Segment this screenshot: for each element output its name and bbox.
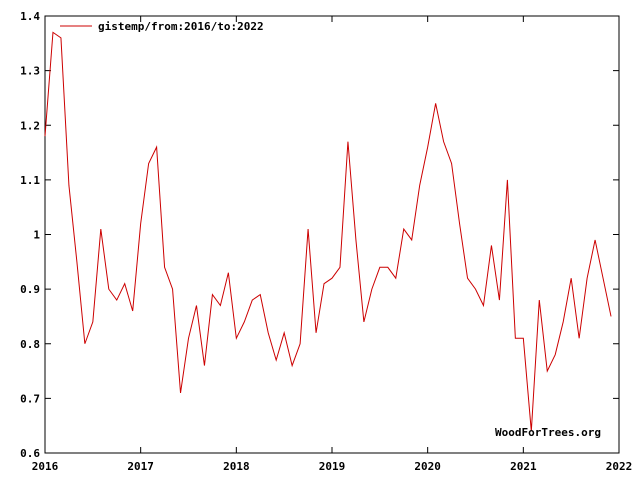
x-tick-label: 2022 — [606, 460, 633, 473]
y-tick-label: 0.8 — [20, 338, 40, 351]
y-tick-label: 1.3 — [20, 65, 40, 78]
y-tick-label: 0.7 — [20, 392, 40, 405]
x-tick-label: 2020 — [414, 460, 441, 473]
x-axis: 2016 2017 2018 2019 2020 2021 2022 — [32, 16, 633, 473]
y-tick-label: 1.1 — [20, 174, 40, 187]
x-tick-label: 2018 — [223, 460, 250, 473]
y-tick-label: 0.6 — [20, 447, 40, 460]
x-tick-label: 2016 — [32, 460, 59, 473]
legend-label: gistemp/from:2016/to:2022 — [98, 20, 264, 33]
y-tick-label: 1 — [33, 229, 40, 242]
x-tick-label: 2017 — [127, 460, 154, 473]
series-line — [44, 31, 612, 432]
legend: gistemp/from:2016/to:2022 — [60, 20, 264, 33]
y-tick-label: 0.9 — [20, 283, 40, 296]
y-tick-label: 1.4 — [20, 10, 40, 23]
y-axis: 0.6 0.7 0.8 0.9 1 1.1 1.2 1.3 1.4 — [20, 10, 619, 460]
x-tick-label: 2019 — [319, 460, 346, 473]
x-tick-label: 2021 — [510, 460, 537, 473]
watermark-annotation: WoodForTrees.org — [495, 426, 601, 439]
series-layer — [44, 31, 612, 432]
plot-area-frame — [44, 15, 620, 454]
y-tick-label: 1.2 — [20, 119, 40, 132]
